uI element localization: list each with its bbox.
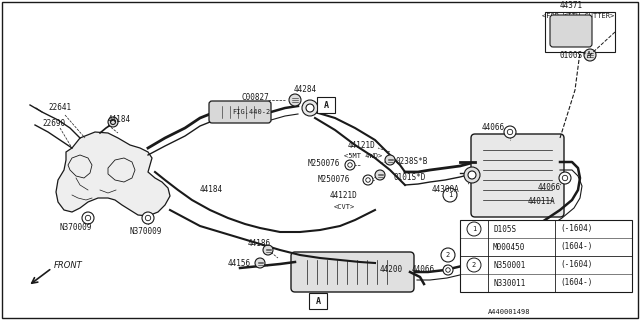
FancyBboxPatch shape — [471, 134, 564, 217]
Text: A: A — [316, 297, 321, 306]
Circle shape — [504, 126, 516, 138]
FancyBboxPatch shape — [209, 101, 271, 123]
Text: 44011A: 44011A — [528, 197, 556, 206]
Circle shape — [468, 171, 476, 179]
Circle shape — [375, 170, 385, 180]
Text: (1604-): (1604-) — [560, 243, 593, 252]
Circle shape — [289, 94, 301, 106]
Circle shape — [363, 175, 373, 185]
Text: 44371: 44371 — [560, 2, 583, 11]
Circle shape — [464, 167, 480, 183]
Circle shape — [302, 100, 318, 116]
FancyBboxPatch shape — [317, 97, 335, 113]
Circle shape — [348, 163, 352, 167]
Circle shape — [145, 215, 150, 221]
Text: 1: 1 — [448, 192, 452, 198]
Circle shape — [255, 258, 265, 268]
Text: 0238S*B: 0238S*B — [395, 157, 428, 166]
Text: 0101S*D: 0101S*D — [393, 172, 426, 181]
Text: 44156: 44156 — [228, 260, 251, 268]
Text: FRONT: FRONT — [54, 260, 83, 269]
Circle shape — [584, 49, 596, 61]
Text: 44066: 44066 — [538, 183, 561, 193]
Circle shape — [508, 129, 513, 135]
Text: (-1604): (-1604) — [560, 225, 593, 234]
Circle shape — [306, 104, 314, 112]
Text: 44184: 44184 — [200, 186, 223, 195]
Text: <FOR WITH CUTTER>: <FOR WITH CUTTER> — [542, 13, 614, 19]
Circle shape — [263, 245, 273, 255]
Text: 44284: 44284 — [294, 85, 317, 94]
Polygon shape — [56, 132, 170, 216]
Circle shape — [108, 117, 118, 127]
Text: (1604-): (1604-) — [560, 278, 593, 287]
Circle shape — [385, 155, 395, 165]
Text: 44121D: 44121D — [330, 191, 358, 201]
Circle shape — [85, 215, 91, 221]
Text: <CVT>: <CVT> — [334, 204, 355, 210]
FancyBboxPatch shape — [309, 293, 327, 309]
Text: 44200: 44200 — [380, 266, 403, 275]
Circle shape — [445, 268, 451, 272]
Text: FIG.440-2: FIG.440-2 — [232, 109, 270, 115]
Text: 2: 2 — [446, 252, 450, 258]
Circle shape — [441, 248, 455, 262]
Text: <5MT 4WD>: <5MT 4WD> — [344, 153, 382, 159]
Text: C00827: C00827 — [242, 93, 269, 102]
Text: 44184: 44184 — [108, 116, 131, 124]
FancyBboxPatch shape — [550, 15, 592, 47]
Text: N370009: N370009 — [130, 228, 163, 236]
Text: 22690: 22690 — [42, 119, 65, 129]
Text: 44066: 44066 — [482, 124, 505, 132]
Circle shape — [559, 172, 571, 184]
Circle shape — [111, 119, 115, 124]
Text: 44186: 44186 — [248, 239, 271, 249]
Circle shape — [142, 212, 154, 224]
Circle shape — [563, 175, 568, 181]
Circle shape — [345, 160, 355, 170]
Text: 1: 1 — [472, 226, 476, 232]
Text: N330011: N330011 — [493, 278, 525, 287]
Text: (-1604): (-1604) — [560, 260, 593, 269]
Circle shape — [443, 188, 457, 202]
Text: N350001: N350001 — [493, 260, 525, 269]
Circle shape — [365, 178, 371, 182]
Circle shape — [82, 212, 94, 224]
Text: 44066: 44066 — [412, 266, 435, 275]
Bar — [545, 12, 615, 52]
Text: M250076: M250076 — [318, 175, 350, 185]
Text: N370009: N370009 — [60, 223, 92, 233]
Text: 44300A: 44300A — [432, 186, 460, 195]
Text: M250076: M250076 — [308, 158, 340, 167]
Circle shape — [443, 265, 453, 275]
Text: M000450: M000450 — [493, 243, 525, 252]
Text: 44121D: 44121D — [348, 140, 376, 149]
Text: 22641: 22641 — [48, 103, 71, 113]
Text: 0100S*A: 0100S*A — [560, 52, 593, 60]
Bar — [460, 220, 632, 292]
Text: A: A — [323, 100, 328, 109]
FancyBboxPatch shape — [291, 252, 414, 292]
Text: 2: 2 — [472, 262, 476, 268]
Text: A440001498: A440001498 — [488, 309, 531, 315]
Text: D105S: D105S — [493, 225, 516, 234]
